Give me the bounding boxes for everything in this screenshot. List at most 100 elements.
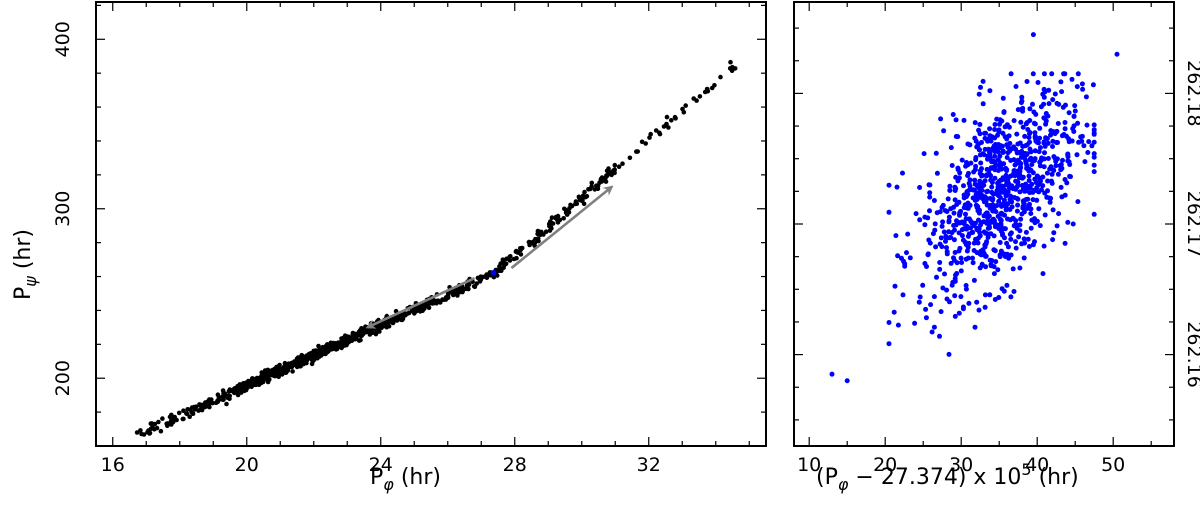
right-point (1018, 216, 1024, 222)
right-point (1017, 172, 1023, 178)
right-point (1032, 134, 1038, 140)
right-point (966, 216, 972, 222)
right-point (1086, 139, 1092, 145)
left-point (532, 240, 538, 246)
right-point (893, 233, 899, 239)
right-point (1013, 245, 1019, 251)
left-point (648, 131, 653, 137)
right-point (956, 175, 962, 181)
right-point (976, 194, 982, 200)
right-point (1003, 193, 1009, 199)
left-point (635, 149, 640, 154)
right-point (982, 146, 988, 152)
right-point (1037, 125, 1043, 131)
right-point (1037, 163, 1043, 169)
right-point (996, 295, 1002, 300)
right-point (941, 229, 947, 235)
right-point (1000, 148, 1006, 154)
right-point (956, 310, 962, 316)
right-point (1074, 84, 1080, 90)
right-point (956, 199, 962, 205)
left-x-label-sub: φ (383, 475, 394, 494)
right-point (978, 222, 983, 228)
right-point (993, 259, 999, 265)
right-point (976, 127, 982, 133)
right-point (937, 333, 942, 339)
right-point (993, 221, 998, 227)
left-point (477, 279, 483, 284)
right-point (1033, 111, 1039, 117)
left-data-points (134, 59, 738, 437)
right-point (932, 227, 938, 233)
left-point (226, 389, 232, 394)
left-point (230, 388, 235, 394)
left-point (595, 183, 601, 189)
left-point (576, 195, 582, 200)
left-point (227, 396, 232, 402)
right-point (1014, 208, 1020, 214)
right-point (1014, 184, 1020, 190)
left-panel: 16 20 24 28 32 200 300 400 Pφ (hr) Pψ (hr) (11, 1, 767, 494)
left-point (290, 369, 295, 374)
right-point (956, 230, 962, 236)
right-point (992, 127, 998, 132)
right-point (1026, 166, 1032, 172)
right-point (953, 222, 959, 228)
arrow-down-left (365, 277, 476, 329)
right-point (945, 196, 951, 202)
right-point (976, 307, 982, 313)
right-point (1017, 189, 1023, 195)
right-point (1091, 122, 1097, 128)
right-point-outlier (844, 378, 850, 384)
left-point (220, 397, 226, 403)
right-point (942, 271, 947, 277)
right-x-tick-label: 20 (873, 454, 897, 476)
right-point (1008, 252, 1014, 258)
right-point (952, 293, 958, 299)
left-point (156, 419, 161, 425)
right-point (996, 142, 1001, 147)
right-point (982, 135, 988, 141)
right-point (987, 292, 993, 298)
right-point (934, 170, 940, 176)
left-point (694, 98, 699, 103)
right-point (1079, 138, 1085, 144)
right-point (952, 250, 958, 255)
right-point (937, 241, 943, 247)
right-x-axis-label: (Pφ − 27.374) x 105 (hr) (816, 460, 1079, 494)
right-point (980, 101, 986, 107)
right-point (1056, 211, 1062, 217)
right-point (953, 186, 959, 192)
right-point (895, 253, 901, 259)
right-point (886, 341, 892, 347)
right-point (938, 116, 944, 122)
right-point (1019, 94, 1025, 100)
right-point (962, 202, 968, 208)
right-point (1007, 148, 1013, 154)
right-point (1008, 193, 1014, 199)
right-point (1060, 104, 1066, 110)
right-point (933, 150, 939, 156)
right-point (1033, 138, 1039, 144)
right-point (993, 146, 999, 151)
right-point (987, 126, 993, 132)
right-point (1025, 204, 1031, 210)
right-point (1091, 169, 1097, 175)
right-point (1081, 143, 1087, 149)
right-point (1012, 162, 1018, 168)
left-point (139, 431, 144, 437)
right-point (901, 258, 907, 264)
left-point (167, 414, 173, 420)
right-point (1002, 235, 1007, 241)
right-point (1023, 143, 1029, 149)
right-point (1080, 86, 1086, 92)
right-point (1021, 255, 1027, 261)
right-point (895, 322, 901, 328)
right-point (1091, 162, 1097, 168)
right-x-label-rest: (hr) (1032, 465, 1079, 490)
right-point (991, 271, 997, 277)
right-point (963, 163, 969, 169)
right-point (970, 260, 976, 266)
right-point (937, 209, 943, 215)
